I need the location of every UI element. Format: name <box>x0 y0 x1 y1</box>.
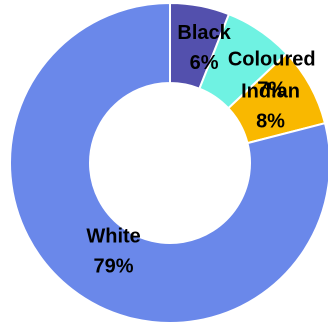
slice-value-coloured: 7% <box>257 78 286 100</box>
slice-value-black: 6% <box>190 52 219 74</box>
slice-label-indian: Indian <box>241 81 300 103</box>
slice-label-coloured: Coloured <box>228 48 316 70</box>
slice-value-white: 79% <box>94 255 134 277</box>
slices-group <box>9 1 328 323</box>
slice-white <box>9 1 328 323</box>
slice-label-white: White <box>86 225 140 247</box>
slice-value-indian: 8% <box>256 111 285 133</box>
labels-group: Black 6% Coloured 7%Indian 8% White 79% <box>86 22 315 277</box>
slice-label-black: Black <box>177 22 231 44</box>
